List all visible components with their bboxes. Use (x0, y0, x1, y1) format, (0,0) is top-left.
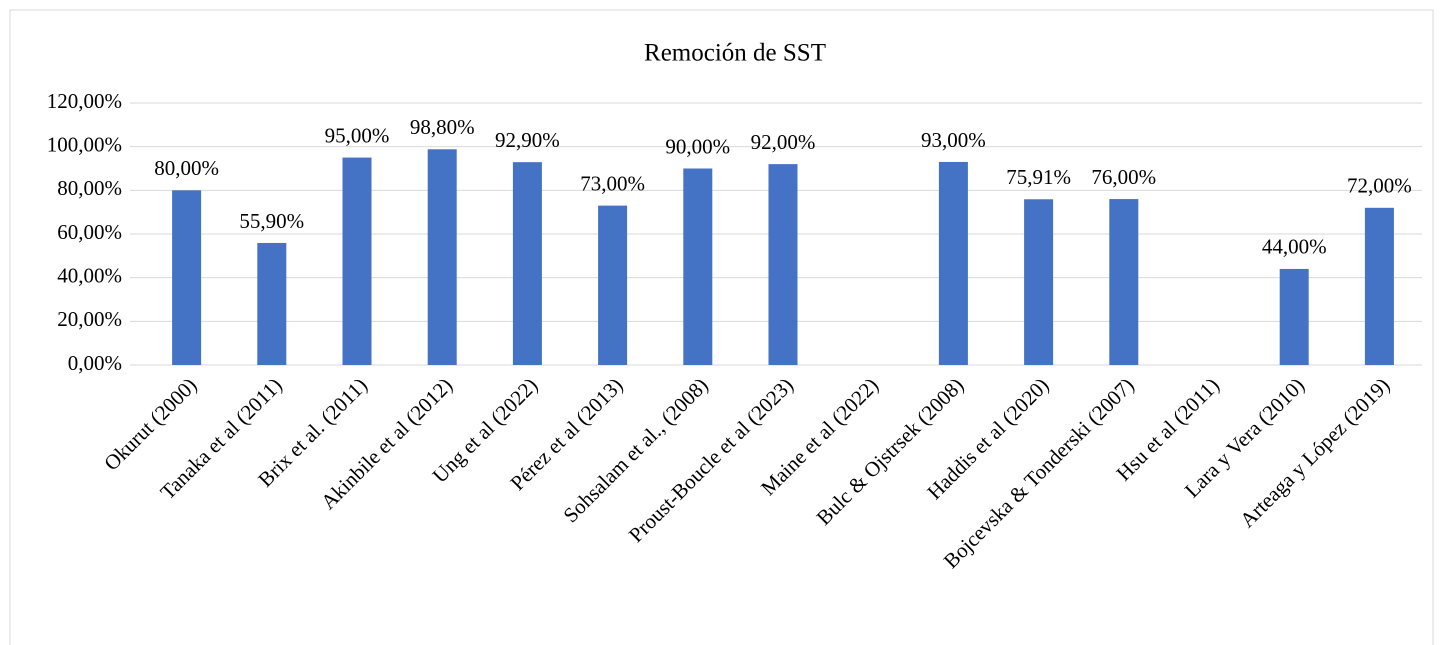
bar (1364, 207, 1394, 365)
data-label: 93,00% (921, 128, 986, 152)
bar (683, 168, 713, 365)
data-label: 76,00% (1091, 165, 1156, 189)
chart-title: Remoción de SST (644, 40, 826, 67)
data-label: 80,00% (154, 156, 219, 180)
bar (598, 205, 628, 365)
data-label: 72,00% (1347, 174, 1412, 198)
y-tick-label: 20,00% (57, 307, 122, 331)
bar (427, 149, 457, 365)
y-tick-label: 80,00% (57, 176, 122, 200)
data-label: 75,91% (1006, 165, 1071, 189)
y-tick-label: 60,00% (57, 220, 122, 244)
chart-border (9, 9, 1434, 645)
data-label: 92,90% (495, 128, 560, 152)
y-tick-label: 40,00% (57, 263, 122, 287)
bar (938, 161, 968, 365)
bar (342, 157, 372, 365)
bar (257, 242, 287, 365)
data-label: 73,00% (580, 171, 645, 195)
y-tick-label: 0,00% (68, 351, 122, 375)
bar (512, 162, 542, 365)
bar (1109, 199, 1139, 365)
data-label: 92,00% (751, 130, 816, 154)
bar (1279, 268, 1309, 365)
y-tick-label: 120,00% (47, 89, 122, 113)
y-tick-label: 100,00% (47, 132, 122, 156)
bar (172, 190, 202, 365)
data-label: 90,00% (665, 134, 730, 158)
data-label: 55,90% (239, 209, 304, 233)
data-label: 44,00% (1262, 235, 1327, 259)
data-label: 95,00% (325, 123, 390, 147)
data-label: 98,80% (410, 115, 475, 139)
bar (1024, 199, 1054, 365)
bar (768, 164, 798, 365)
